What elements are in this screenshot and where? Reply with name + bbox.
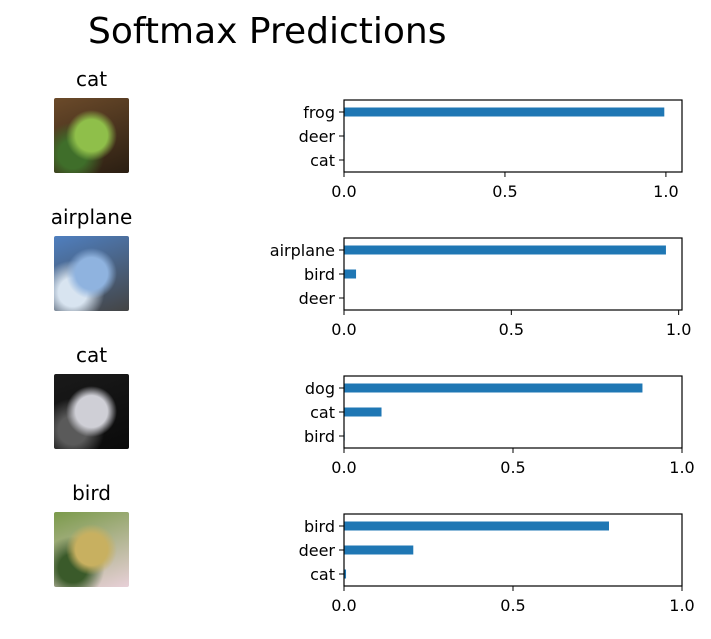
y-tick-label: airplane xyxy=(270,241,335,260)
bird-photo-icon xyxy=(54,512,129,587)
x-tick-label: 1.0 xyxy=(653,182,678,201)
bar-airplane xyxy=(344,245,666,255)
bar-cat xyxy=(344,569,347,579)
bar-chart: frog deer cat 0.0 0.5 1.0 xyxy=(299,99,683,201)
x-tick-label: 0.5 xyxy=(500,458,525,477)
prediction-row: bird bird deer cat 0.0 0.5 1.0 xyxy=(0,480,711,618)
prediction-row: airplane airplane bird deer 0.0 0.5 1.0 xyxy=(0,204,711,342)
bar-chart: dog cat bird 0.0 0.5 1.0 xyxy=(304,375,695,477)
x-tick-label: 0.5 xyxy=(492,182,517,201)
cat-photo-icon xyxy=(54,374,129,449)
y-tick-label: bird xyxy=(304,427,335,446)
true-label: cat xyxy=(75,67,108,91)
x-tick-label: 0.0 xyxy=(331,596,356,615)
x-tick-label: 1.0 xyxy=(669,458,694,477)
true-label: cat xyxy=(75,343,108,367)
y-tick-label: cat xyxy=(310,151,335,170)
bar-bird xyxy=(344,269,357,279)
frog-photo-icon xyxy=(54,98,129,173)
prediction-row: cat frog deer cat 0.0 0.5 1.0 xyxy=(0,66,711,204)
y-tick-label: frog xyxy=(303,103,335,122)
y-tick-label: cat xyxy=(310,403,335,422)
page-title: Softmax Predictions xyxy=(88,11,447,52)
y-tick-label: deer xyxy=(299,127,336,146)
axes-frame xyxy=(343,99,683,173)
bar-frog xyxy=(344,107,665,117)
bar-deer xyxy=(344,545,414,555)
x-tick-label: 1.0 xyxy=(669,596,694,615)
bar-cat xyxy=(344,407,382,417)
y-tick-label: deer xyxy=(299,289,336,308)
x-tick-label: 0.0 xyxy=(331,182,356,201)
x-tick-label: 0.0 xyxy=(331,320,356,339)
true-label: bird xyxy=(72,481,111,505)
y-tick-label: deer xyxy=(299,541,336,560)
true-label: airplane xyxy=(50,205,133,229)
x-tick-label: 0.5 xyxy=(499,320,524,339)
prediction-row: cat dog cat bird 0.0 0.5 1.0 xyxy=(0,342,711,480)
bar-bird xyxy=(344,521,609,531)
x-tick-label: 1.0 xyxy=(666,320,691,339)
bar-chart: airplane bird deer 0.0 0.5 1.0 xyxy=(270,237,691,339)
y-tick-label: bird xyxy=(304,265,335,284)
airplane-photo-icon xyxy=(54,236,129,311)
bar-dog xyxy=(344,383,643,393)
y-tick-label: dog xyxy=(305,379,335,398)
x-tick-label: 0.5 xyxy=(500,596,525,615)
bar-chart: bird deer cat 0.0 0.5 1.0 xyxy=(299,513,695,615)
x-tick-label: 0.0 xyxy=(331,458,356,477)
y-tick-label: cat xyxy=(310,565,335,584)
axes-frame xyxy=(343,237,683,311)
y-tick-label: bird xyxy=(304,517,335,536)
